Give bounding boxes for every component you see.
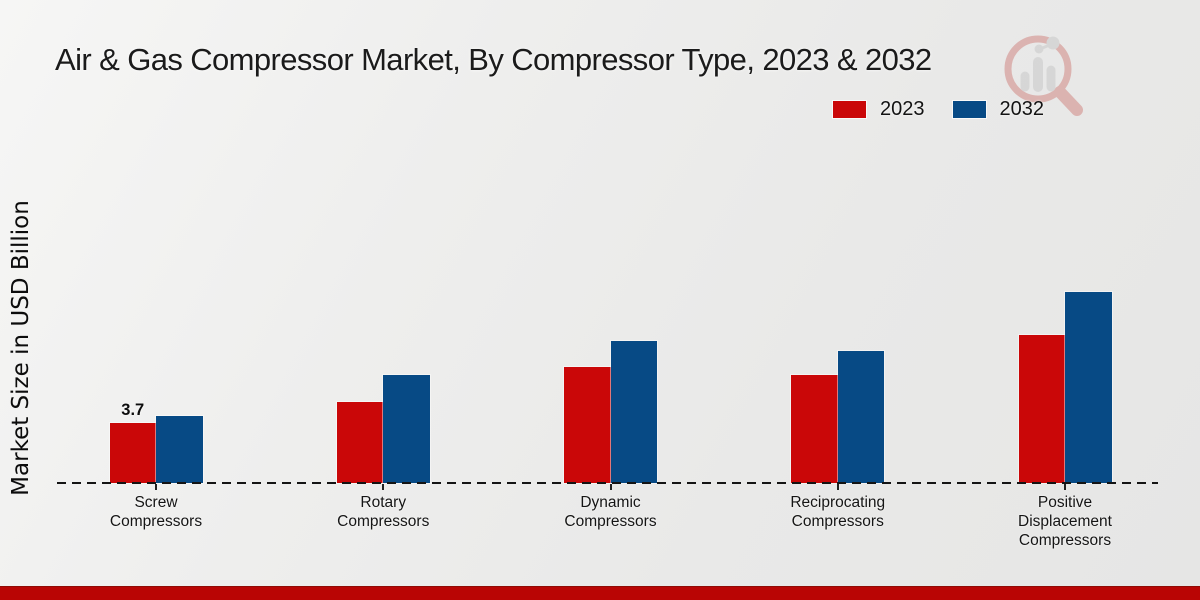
- x-axis-tick: [1064, 484, 1066, 490]
- footer-accent-bar: [0, 586, 1200, 600]
- x-axis-tick: [155, 484, 157, 490]
- bar-2032-dynamic-compressors: [610, 341, 657, 483]
- legend: 2023 2032: [833, 98, 1044, 121]
- bar-2023-screw-compressors: [109, 422, 156, 483]
- x-axis-baseline: [57, 482, 1158, 484]
- bar-2032-positive-displacement-compressors: [1065, 292, 1112, 483]
- x-axis-tick: [609, 484, 612, 490]
- bar-2023-dynamic-compressors: [564, 367, 611, 483]
- legend-item-2032: 2032: [952, 98, 1045, 121]
- bar-2032-reciprocating-compressors: [837, 350, 885, 483]
- bar-2023-reciprocating-compressors: [791, 375, 838, 483]
- legend-label: 2023: [880, 98, 925, 120]
- category-label-screw-compressors: Screw Compressors: [109, 494, 203, 530]
- chart-title: Air & Gas Compressor Market, By Compress…: [55, 42, 932, 77]
- watermark-logo-icon: [1004, 35, 1083, 116]
- bar-2032-rotary-compressors: [383, 375, 430, 483]
- bar-2023-rotary-compressors: [336, 401, 384, 483]
- x-axis-tick: [836, 484, 839, 490]
- legend-label: 2032: [999, 98, 1045, 120]
- x-axis-tick: [382, 484, 385, 490]
- category-label-positive-displacement-compressors: Positive Displacement Compressors: [1018, 494, 1112, 549]
- bar-value-label: 3.7: [121, 400, 145, 419]
- legend-swatch-2023: [833, 101, 866, 118]
- category-label-rotary-compressors: Rotary Compressors: [337, 494, 430, 530]
- category-label-reciprocating-compressors: Reciprocating Compressors: [790, 494, 886, 530]
- legend-swatch-2032: [952, 101, 986, 118]
- legend-item-2023: 2023: [833, 98, 925, 121]
- bar-2032-screw-compressors: [156, 416, 203, 483]
- category-label-dynamic-compressors: Dynamic Compressors: [564, 494, 657, 530]
- bar-2023-positive-displacement-compressors: [1018, 334, 1065, 483]
